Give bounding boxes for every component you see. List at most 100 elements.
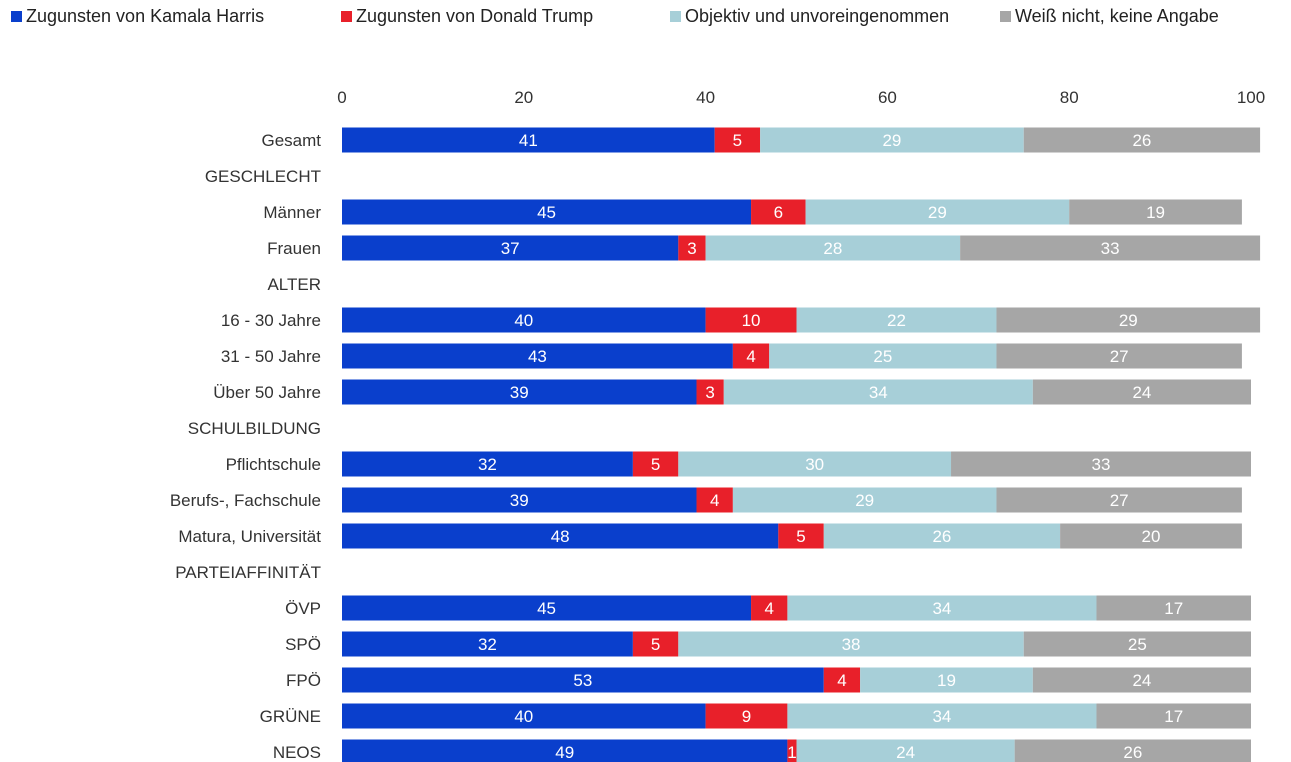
bar-segment-neutral (769, 343, 997, 369)
data-label-unknown: 17 (1164, 599, 1183, 618)
data-label-trump: 4 (764, 599, 773, 618)
category-label: PARTEIAFFINITÄT (175, 563, 321, 582)
data-label-neutral: 34 (932, 707, 951, 726)
bar-segment-trump (696, 379, 724, 405)
category-label: NEOS (273, 743, 321, 762)
legend-swatch-unknown (1000, 11, 1011, 22)
category-label: 16 - 30 Jahre (221, 311, 321, 330)
data-label-trump: 3 (687, 239, 696, 258)
legend-label-neutral: Objektiv und unvoreingenommen (685, 6, 950, 26)
data-label-trump: 9 (742, 707, 751, 726)
data-label-harris: 43 (528, 347, 547, 366)
bar-segment-trump (778, 523, 824, 549)
data-label-trump: 5 (733, 131, 742, 150)
data-label-harris: 49 (555, 743, 574, 762)
bar-segment-trump (714, 127, 761, 153)
data-label-neutral: 30 (805, 455, 824, 474)
x-tick-label: 60 (878, 88, 897, 107)
bar-segment-neutral (678, 451, 952, 477)
data-label-unknown: 33 (1092, 455, 1111, 474)
legend-item-harris: Zugunsten von Kamala Harris (11, 6, 264, 27)
data-label-unknown: 20 (1142, 527, 1161, 546)
bar-segment-neutral (760, 127, 1024, 153)
data-label-trump: 3 (705, 383, 714, 402)
legend-label-unknown: Weiß nicht, keine Angabe (1015, 6, 1219, 26)
data-label-harris: 41 (519, 131, 538, 150)
bar-segment-neutral (732, 487, 997, 513)
bar-segment-harris (342, 487, 697, 513)
data-label-unknown: 27 (1110, 491, 1129, 510)
category-label: GRÜNE (260, 707, 321, 726)
chart-legend: Zugunsten von Kamala Harris Zugunsten vo… (0, 0, 1291, 34)
bar-segment-neutral (787, 595, 1097, 621)
bar-segment-unknown (1096, 595, 1251, 621)
bar-segment-neutral (805, 199, 1070, 225)
x-tick-label: 0 (337, 88, 346, 107)
data-label-unknown: 17 (1164, 707, 1183, 726)
data-label-unknown: 26 (1123, 743, 1142, 762)
data-label-harris: 32 (478, 635, 497, 654)
bar-segment-harris (342, 127, 715, 153)
bar-segment-harris (342, 307, 706, 333)
data-label-unknown: 27 (1110, 347, 1129, 366)
data-label-harris: 48 (551, 527, 570, 546)
data-label-harris: 39 (510, 491, 529, 510)
data-label-trump: 5 (651, 455, 660, 474)
data-label-neutral: 26 (932, 527, 951, 546)
legend-label-harris: Zugunsten von Kamala Harris (26, 6, 265, 26)
legend-item-trump: Zugunsten von Donald Trump (341, 6, 593, 27)
data-label-neutral: 28 (823, 239, 842, 258)
bar-segment-unknown (1023, 631, 1251, 657)
legend-label-trump: Zugunsten von Donald Trump (356, 6, 594, 26)
bar-segment-harris (342, 703, 706, 729)
data-label-harris: 45 (537, 203, 556, 222)
x-tick-label: 80 (1060, 88, 1079, 107)
bar-segment-neutral (823, 523, 1061, 549)
x-tick-label: 40 (696, 88, 715, 107)
category-label: Frauen (267, 239, 321, 258)
data-label-unknown: 24 (1132, 671, 1151, 690)
category-label: ALTER (267, 275, 321, 294)
x-tick-label: 20 (514, 88, 533, 107)
data-label-trump: 6 (774, 203, 783, 222)
bar-segment-neutral (787, 703, 1097, 729)
bar-segment-trump (705, 703, 788, 729)
data-label-unknown: 29 (1119, 311, 1138, 330)
bar-segment-harris (342, 199, 752, 225)
bar-segment-unknown (996, 487, 1242, 513)
bar-segment-unknown (1032, 667, 1251, 693)
category-label: Berufs-, Fachschule (170, 491, 321, 510)
legend-item-unknown: Weiß nicht, keine Angabe (1000, 6, 1219, 27)
data-label-neutral: 19 (937, 671, 956, 690)
bar-segment-unknown (996, 307, 1261, 333)
data-label-trump: 1 (787, 743, 796, 762)
bar-segment-neutral (705, 235, 961, 261)
bar-segment-unknown (1023, 127, 1261, 153)
bar-segment-trump (751, 199, 806, 225)
data-label-trump: 5 (796, 527, 805, 546)
category-label: 31 - 50 Jahre (221, 347, 321, 366)
bar-segment-unknown (1096, 703, 1251, 729)
bar-segment-trump (823, 667, 861, 693)
bar-segment-unknown (1060, 523, 1242, 549)
data-label-trump: 4 (710, 491, 719, 510)
data-label-unknown: 24 (1132, 383, 1151, 402)
category-label: Pflichtschule (226, 455, 321, 474)
data-label-harris: 32 (478, 455, 497, 474)
bar-segment-trump (678, 235, 706, 261)
data-label-neutral: 38 (842, 635, 861, 654)
data-label-unknown: 19 (1146, 203, 1165, 222)
bar-segment-trump (751, 595, 788, 621)
data-label-neutral: 34 (869, 383, 888, 402)
category-label: Männer (263, 203, 321, 222)
bar-segment-trump (632, 631, 679, 657)
data-label-neutral: 24 (896, 743, 915, 762)
bar-segment-unknown (1014, 739, 1251, 762)
category-label: ÖVP (285, 599, 321, 618)
legend-swatch-trump (341, 11, 352, 22)
bar-segment-trump (732, 343, 770, 369)
data-label-neutral: 29 (928, 203, 947, 222)
category-label: Über 50 Jahre (213, 383, 321, 402)
data-label-harris: 40 (514, 707, 533, 726)
